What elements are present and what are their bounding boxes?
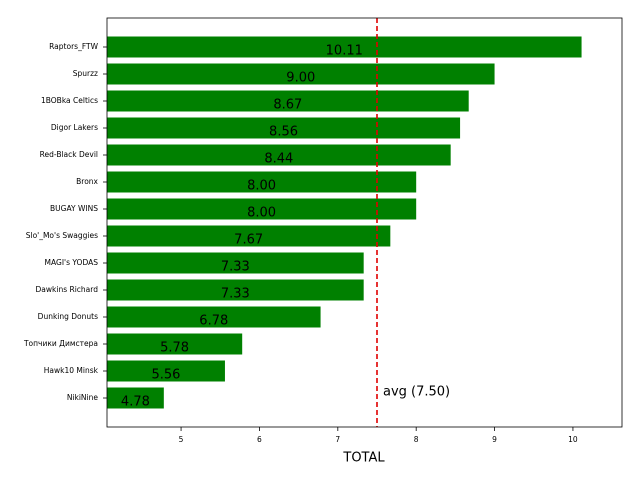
bar: [107, 198, 417, 220]
value-label: 8.00: [247, 179, 276, 194]
x-tick-label: 10: [568, 435, 578, 444]
category-label: MAGI's YODAS: [45, 258, 99, 267]
reference-label: avg (7.50): [383, 385, 450, 400]
bar: [107, 117, 461, 139]
value-label: 9.00: [286, 71, 315, 86]
x-axis-label: TOTAL: [342, 451, 385, 466]
category-label: Spurzz: [73, 69, 98, 78]
x-tick-label: 5: [179, 435, 184, 444]
value-label: 7.33: [221, 260, 250, 275]
value-label: 10.11: [326, 44, 363, 59]
category-label: Dawkins Richard: [36, 285, 99, 294]
value-label: 5.56: [152, 368, 181, 383]
value-label: 6.78: [199, 314, 228, 329]
category-label: Raptors_FTW: [49, 42, 98, 51]
category-label: Топчики Димстера: [23, 339, 98, 348]
value-label: 8.00: [247, 206, 276, 221]
bar: [107, 387, 164, 409]
category-label: Hawk10 Minsk: [44, 366, 99, 375]
category-label: NikiNine: [67, 393, 99, 402]
value-label: 7.67: [234, 233, 263, 248]
bar: [107, 252, 364, 274]
bar: [107, 171, 417, 193]
x-tick-label: 9: [492, 435, 497, 444]
bar: [107, 144, 451, 166]
category-label: BUGAY WINS: [50, 204, 98, 213]
category-label: Red-Black Devil: [40, 150, 98, 159]
value-label: 7.33: [221, 287, 250, 302]
value-label: 8.44: [264, 152, 293, 167]
bar: [107, 90, 469, 112]
bar: [107, 63, 495, 85]
bar: [107, 36, 582, 58]
category-label: Bronx: [76, 177, 98, 186]
value-label: 5.78: [160, 341, 189, 356]
bar: [107, 279, 364, 301]
category-label: Slo'_Mo's Swaggies: [26, 231, 98, 240]
bar: [107, 225, 391, 247]
plot-frame: [106, 17, 623, 428]
bar: [107, 360, 225, 382]
bar: [107, 333, 243, 355]
x-tick-label: 7: [335, 435, 340, 444]
x-tick-label: 6: [257, 435, 262, 444]
value-label: 4.78: [121, 395, 150, 410]
category-label: Dunking Donuts: [38, 312, 98, 321]
category-label: 1BOBka Celtics: [41, 96, 98, 105]
category-label: Digor Lakers: [51, 123, 98, 132]
x-tick-label: 8: [414, 435, 419, 444]
value-label: 8.67: [273, 98, 302, 113]
bar: [107, 306, 321, 328]
value-label: 8.56: [269, 125, 298, 140]
